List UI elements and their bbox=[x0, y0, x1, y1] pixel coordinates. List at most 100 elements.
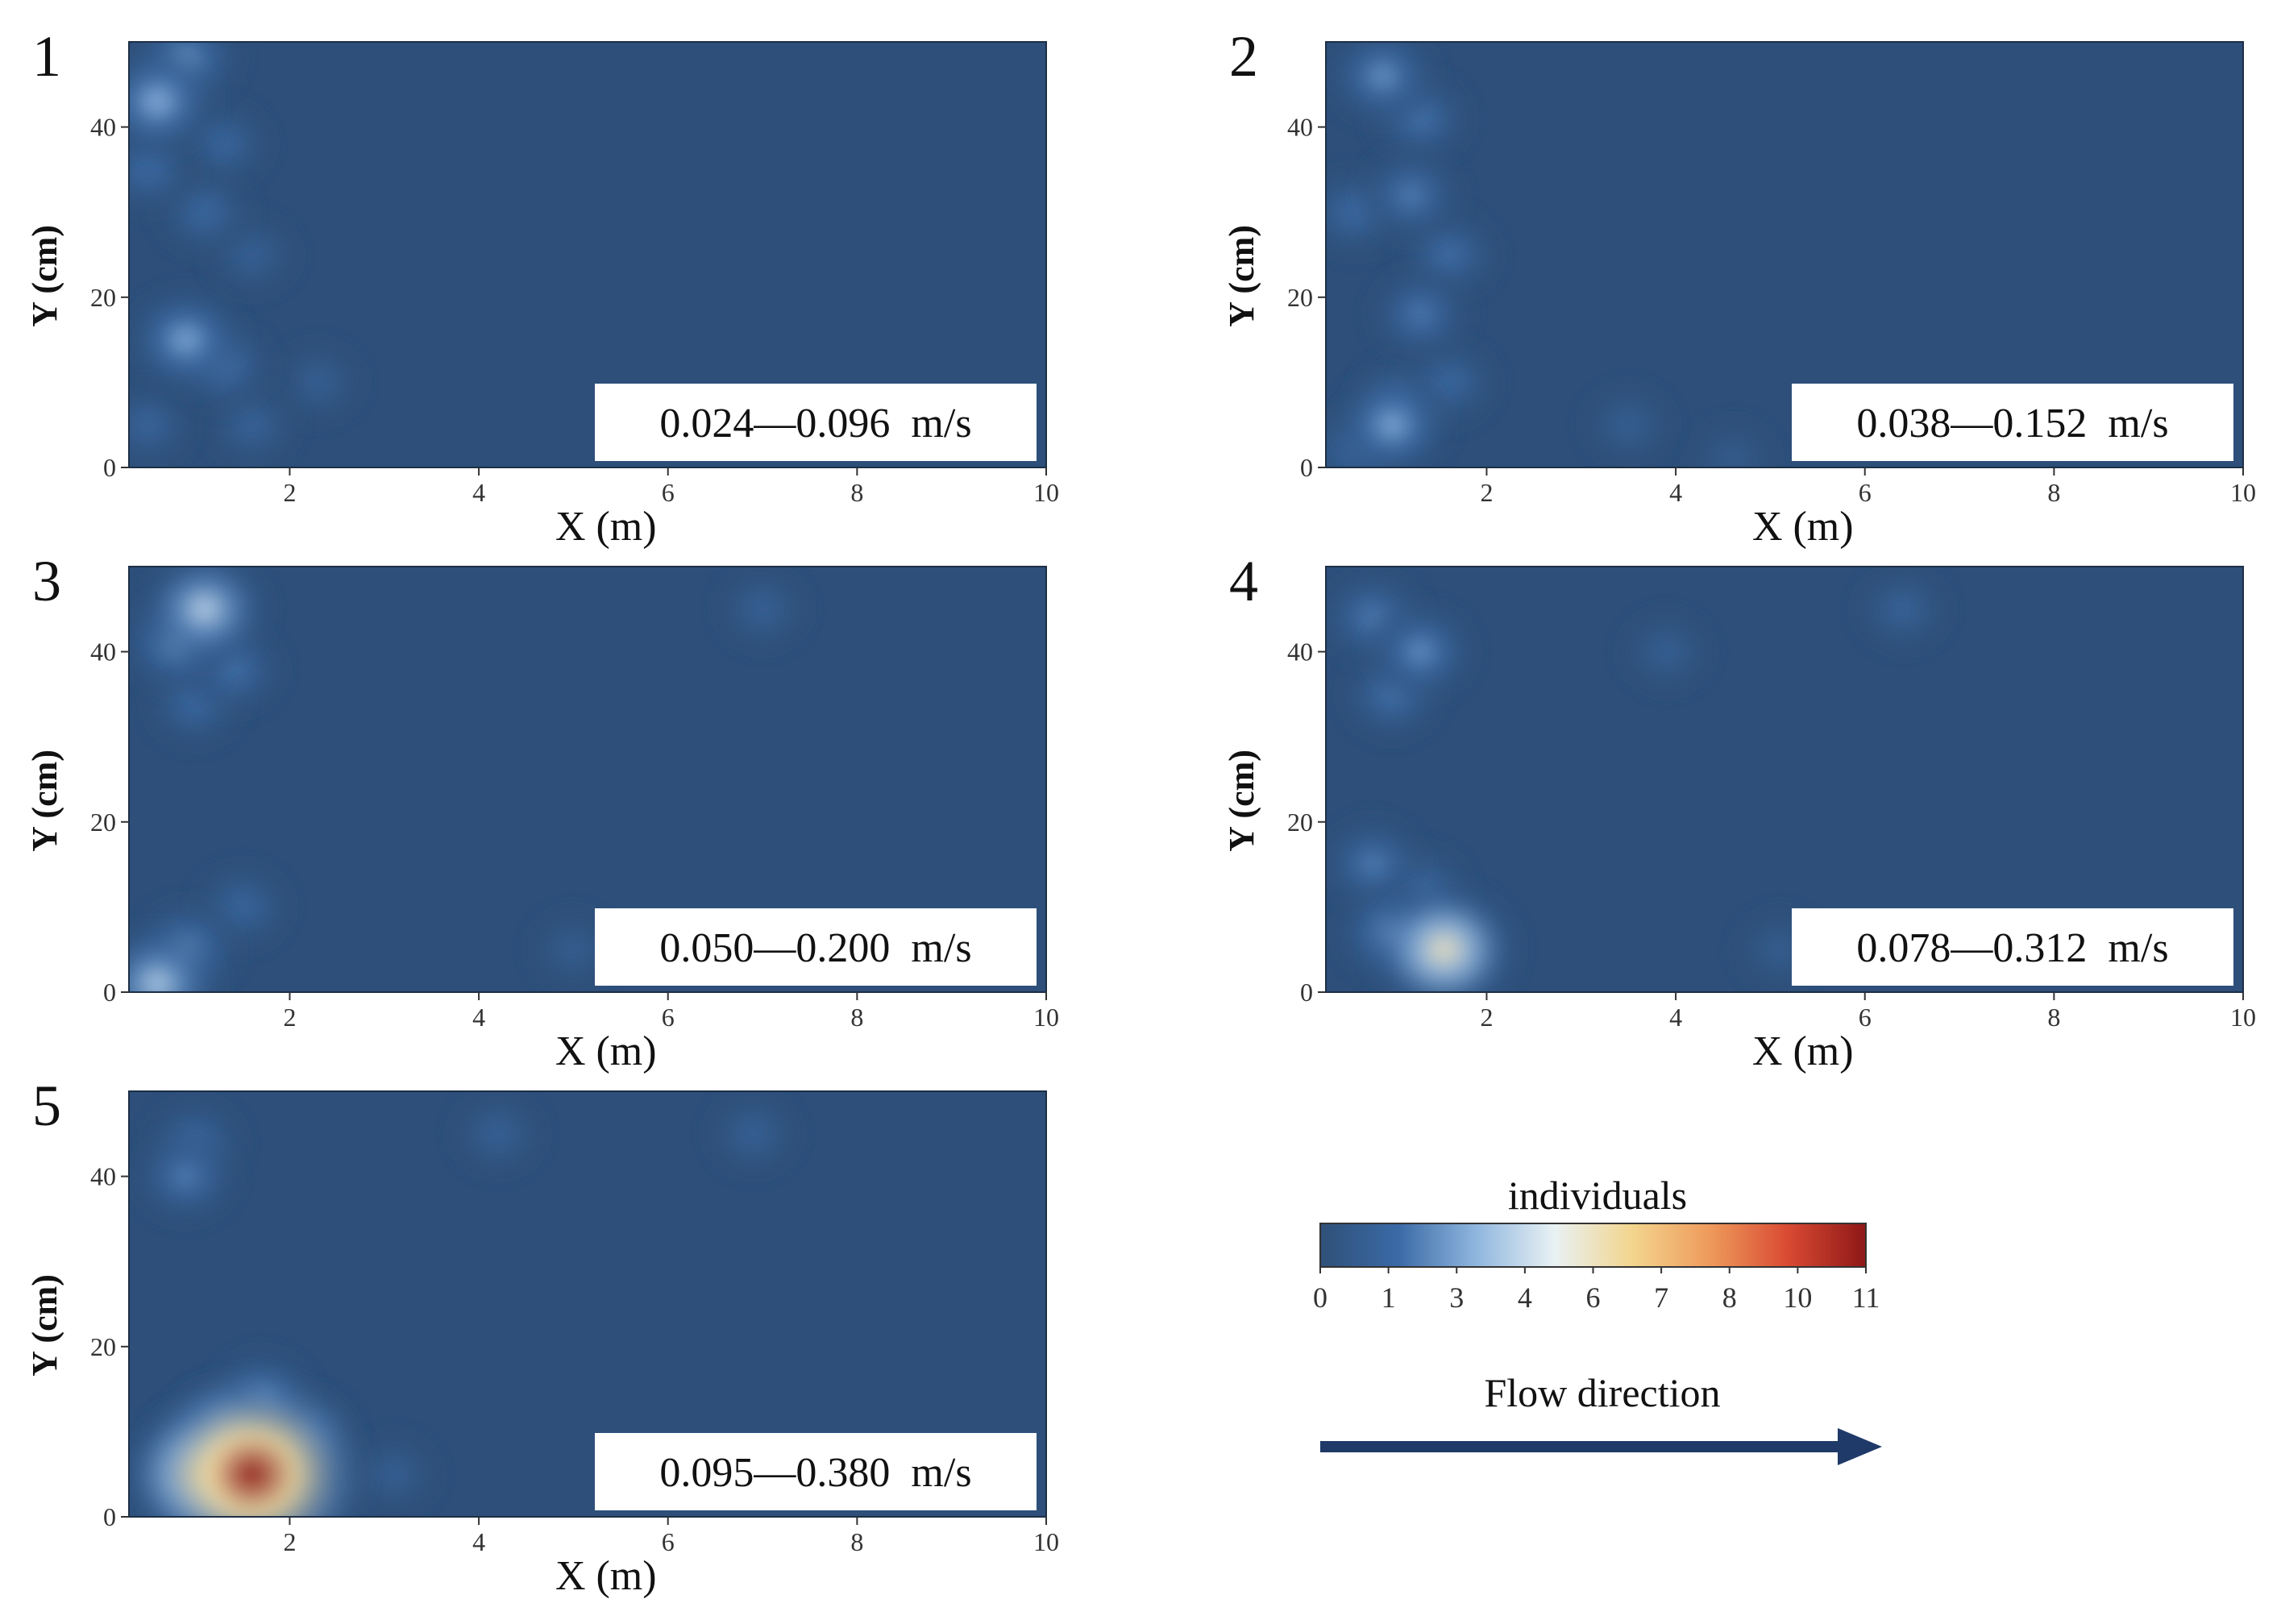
x-tick-label: 2 bbox=[1480, 478, 1493, 507]
heatmap-hotspot bbox=[1577, 378, 1681, 467]
y-axis-label: Y (cm) bbox=[25, 750, 64, 852]
flow-direction-legend: Flow direction bbox=[1320, 1370, 1882, 1465]
speed-range-box bbox=[595, 384, 1037, 461]
x-tick-label: 8 bbox=[850, 1527, 863, 1556]
y-tick-label: 20 bbox=[1287, 808, 1313, 837]
x-axis-label: X (m) bbox=[1752, 1028, 1854, 1074]
x-tick-label: 10 bbox=[1033, 1003, 1059, 1032]
panel-number: 2 bbox=[1229, 24, 1258, 89]
colorbar-tick-label: 6 bbox=[1586, 1281, 1601, 1314]
x-tick-label: 8 bbox=[2047, 478, 2060, 507]
x-tick-label: 8 bbox=[2047, 1003, 2060, 1032]
heatmap-hotspot bbox=[129, 42, 225, 163]
heatmap-hotspots bbox=[1326, 42, 1783, 467]
colorbar-tick-label: 11 bbox=[1852, 1281, 1880, 1314]
colorbar-legend: individuals 0 1 3 4 6 7 8 10 11 bbox=[1313, 1173, 1880, 1314]
y-axis-label: Y (cm) bbox=[25, 225, 64, 327]
x-tick-label: 6 bbox=[662, 1003, 675, 1032]
y-tick-label: 0 bbox=[1300, 453, 1313, 482]
y-tick-label: 20 bbox=[90, 1332, 116, 1361]
y-tick-label: 0 bbox=[103, 453, 116, 482]
colorbar-tick-label: 10 bbox=[1783, 1281, 1812, 1314]
heatmap-hotspot bbox=[1358, 596, 1482, 708]
x-tick-label: 4 bbox=[472, 1527, 485, 1556]
speed-range-box bbox=[595, 908, 1037, 986]
speed-range-label: 0.038—0.152 m/s bbox=[1856, 401, 2168, 446]
x-tick-label: 10 bbox=[1033, 478, 1059, 507]
panel-4: 2 4 6 8 10 0 20 40 X (m) Y (cm) 4 0.078—0.312 m/s bbox=[1222, 549, 2256, 1074]
heatmap-hotspot bbox=[1614, 604, 1718, 699]
speed-range-label: 0.095—0.380 m/s bbox=[659, 1450, 971, 1496]
panel-5: 2 4 6 8 10 0 20 40 X (m) Y (cm) 5 0.095—0.380 m/s bbox=[25, 1074, 1059, 1599]
colorbar-tick-label: 0 bbox=[1313, 1281, 1327, 1314]
heatmap-hotspot bbox=[1682, 413, 1783, 467]
y-axis-label: Y (cm) bbox=[25, 1274, 64, 1377]
x-axis-label: X (m) bbox=[1752, 504, 1854, 550]
plot-frame bbox=[128, 41, 1047, 468]
y-tick-label: 40 bbox=[90, 638, 116, 667]
flow-direction-label: Flow direction bbox=[1484, 1370, 1720, 1415]
heatmap-hotspot bbox=[445, 1091, 551, 1182]
y-axis-label: Y (cm) bbox=[1222, 225, 1261, 327]
x-tick-label: 6 bbox=[662, 1527, 675, 1556]
y-tick-label: 0 bbox=[103, 1502, 116, 1531]
y-tick-label: 40 bbox=[90, 113, 116, 142]
x-axis-label: X (m) bbox=[555, 1028, 657, 1074]
plot-frame bbox=[128, 1090, 1047, 1518]
colorbar-tick-label: 1 bbox=[1381, 1281, 1396, 1314]
y-axis-label: Y (cm) bbox=[1222, 750, 1261, 852]
heatmap-hotspot bbox=[1849, 567, 1956, 658]
speed-range-box bbox=[1792, 384, 2233, 461]
speed-range-label: 0.078—0.312 m/s bbox=[1856, 925, 2168, 971]
speed-range-label: 0.050—0.200 m/s bbox=[659, 925, 971, 971]
heatmap-hotspot bbox=[700, 1091, 806, 1182]
panel-number: 5 bbox=[32, 1074, 61, 1138]
y-tick-label: 40 bbox=[1287, 638, 1313, 667]
x-tick-label: 10 bbox=[2230, 478, 2256, 507]
heatmap-hotspot bbox=[1360, 874, 1529, 992]
flow-arrow-icon bbox=[1838, 1428, 1882, 1465]
heatmap-hotspot bbox=[1326, 365, 1459, 467]
heatmap-hotspot bbox=[129, 1123, 245, 1230]
y-tick-label: 40 bbox=[1287, 113, 1313, 142]
plot-frame bbox=[128, 566, 1047, 993]
panel-number: 4 bbox=[1229, 549, 1258, 613]
panel-1: 2 4 6 8 10 0 20 40 X (m) Y (cm) 1 0.024—0.096 m/s bbox=[25, 24, 1059, 550]
heatmap-hotspot bbox=[129, 280, 252, 400]
colorbar-tick-label: 3 bbox=[1449, 1281, 1464, 1314]
heatmap-hotspots bbox=[129, 1091, 806, 1517]
heatmap-hotspot bbox=[1352, 142, 1470, 249]
heatmap-hotspot bbox=[131, 567, 278, 675]
colorbar-tick-label: 8 bbox=[1722, 1281, 1737, 1314]
heatmap-hotspots bbox=[129, 42, 370, 467]
x-tick-label: 4 bbox=[1669, 1003, 1682, 1032]
heatmap-hotspots bbox=[129, 567, 815, 992]
x-tick-label: 2 bbox=[283, 1527, 296, 1556]
x-tick-label: 8 bbox=[850, 1003, 863, 1032]
colorbar-tick-label: 7 bbox=[1654, 1281, 1668, 1314]
x-tick-label: 6 bbox=[1859, 478, 1872, 507]
colorbar-tick-label: 4 bbox=[1518, 1281, 1532, 1314]
x-tick-label: 10 bbox=[1033, 1527, 1059, 1556]
x-tick-label: 10 bbox=[2230, 1003, 2256, 1032]
x-axis-label: X (m) bbox=[555, 504, 657, 550]
x-tick-label: 8 bbox=[850, 478, 863, 507]
x-tick-label: 6 bbox=[1859, 1003, 1872, 1032]
y-tick-label: 0 bbox=[103, 978, 116, 1007]
x-tick-label: 6 bbox=[662, 478, 675, 507]
y-tick-label: 40 bbox=[90, 1162, 116, 1191]
colorbar-title: individuals bbox=[1508, 1173, 1687, 1218]
plot-frame bbox=[1325, 41, 2244, 468]
x-tick-label: 4 bbox=[472, 1003, 485, 1032]
x-tick-label: 2 bbox=[1480, 1003, 1493, 1032]
speed-range-box bbox=[1792, 908, 2233, 986]
plot-frame bbox=[1325, 566, 2244, 993]
panel-2: 2 4 6 8 10 0 20 40 X (m) Y (cm) 2 0.038—0.152 m/s bbox=[1222, 24, 2256, 550]
panel-number: 3 bbox=[32, 549, 61, 613]
heatmap-hotspot bbox=[1362, 261, 1479, 368]
y-tick-label: 20 bbox=[90, 283, 116, 312]
heatmap-hotspot bbox=[129, 919, 230, 992]
x-tick-label: 2 bbox=[283, 1003, 296, 1032]
heatmap-hotspot bbox=[129, 1363, 376, 1517]
